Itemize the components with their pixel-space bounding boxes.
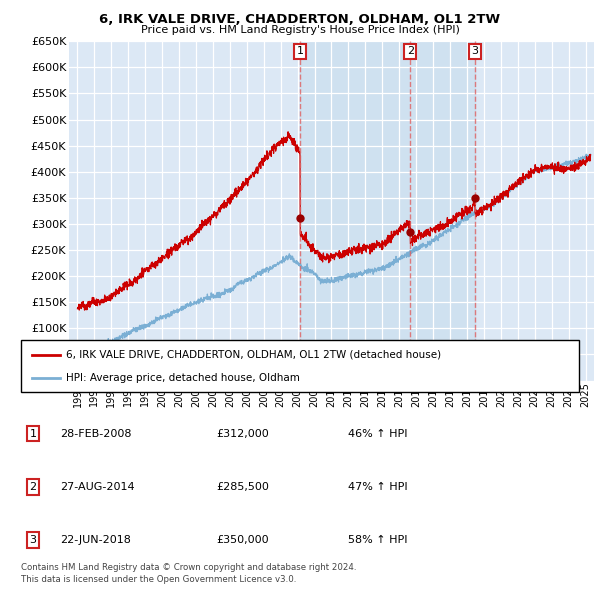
Text: 46% ↑ HPI: 46% ↑ HPI [348,429,407,438]
Text: 6, IRK VALE DRIVE, CHADDERTON, OLDHAM, OL1 2TW: 6, IRK VALE DRIVE, CHADDERTON, OLDHAM, O… [100,13,500,26]
Text: 2: 2 [407,47,414,57]
Text: £285,500: £285,500 [216,482,269,491]
Text: 27-AUG-2014: 27-AUG-2014 [60,482,134,491]
Text: 3: 3 [29,535,37,545]
Text: 2: 2 [29,482,37,491]
Text: 1: 1 [29,429,37,438]
Text: 1: 1 [296,47,304,57]
Text: 3: 3 [472,47,478,57]
Text: Price paid vs. HM Land Registry's House Price Index (HPI): Price paid vs. HM Land Registry's House … [140,25,460,35]
Text: 6, IRK VALE DRIVE, CHADDERTON, OLDHAM, OL1 2TW (detached house): 6, IRK VALE DRIVE, CHADDERTON, OLDHAM, O… [65,350,441,360]
Text: £350,000: £350,000 [216,535,269,545]
Text: This data is licensed under the Open Government Licence v3.0.: This data is licensed under the Open Gov… [21,575,296,584]
Text: 22-JUN-2018: 22-JUN-2018 [60,535,131,545]
Text: 47% ↑ HPI: 47% ↑ HPI [348,482,407,491]
Bar [300,41,475,381]
Text: Contains HM Land Registry data © Crown copyright and database right 2024.: Contains HM Land Registry data © Crown c… [21,563,356,572]
Text: £312,000: £312,000 [216,429,269,438]
Text: 28-FEB-2008: 28-FEB-2008 [60,429,131,438]
Text: HPI: Average price, detached house, Oldham: HPI: Average price, detached house, Oldh… [65,373,299,383]
FancyBboxPatch shape [21,340,579,392]
Text: 58% ↑ HPI: 58% ↑ HPI [348,535,407,545]
